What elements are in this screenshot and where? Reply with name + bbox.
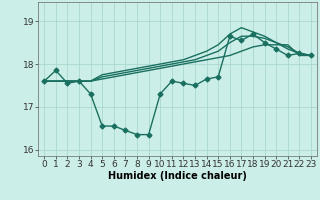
X-axis label: Humidex (Indice chaleur): Humidex (Indice chaleur): [108, 171, 247, 181]
